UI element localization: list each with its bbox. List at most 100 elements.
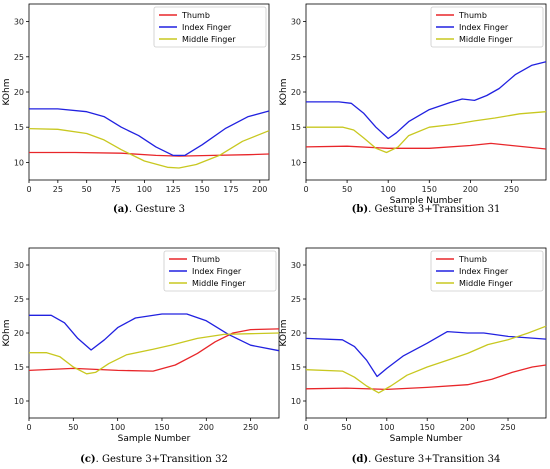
y-axis-label: KOhm [279,79,289,106]
chart-panel-3: 10 15 20 25 30 0 50 100 150 200 250 KOhm Sample Numb… [2,247,280,465]
y-tick-label: 30 [14,261,24,270]
legend-box [430,250,544,292]
chart-panel-4: 10 15 20 25 30 0 50 100 150 200 250 KOhm Sample Numb… [279,247,547,465]
legend-entry: Thumb [191,255,220,264]
x-tick-label: 150 [154,423,169,432]
chart-panel-2: 10 15 20 25 30 0 50 100 150 200 250 KOhm Sample Numb… [279,3,547,215]
x-tick-label: 100 [110,423,125,432]
legend-box [430,6,544,48]
x-tick-label: 250 [504,185,519,194]
caption-letter: (a) [113,204,129,215]
series-line-index-finger [29,108,270,157]
x-tick-label: 150 [422,185,437,194]
caption-letter: (d) [352,454,368,465]
x-tick-label: 125 [166,185,181,194]
y-tick-label: 30 [14,18,24,27]
y-tick-label: 30 [291,18,301,27]
x-tick-label: 100 [381,185,396,194]
caption-letter: (c) [80,454,96,465]
caption-text: . Gesture 3+Transition 34 [368,454,500,465]
chart-panel-1: 10 15 20 25 30 0 25 50 75 100 125 150 175 200 KOhm Thum… [2,3,270,215]
legend-entry: Thumb [458,11,487,20]
x-tick-label: 150 [194,185,209,194]
x-axis-label: Sample Number [390,434,463,444]
legend-entry: Thumb [181,11,210,20]
x-tick-label: 25 [53,185,63,194]
x-tick-label: 250 [500,423,515,432]
y-tick-label: 20 [14,88,24,97]
x-tick-label: 175 [223,185,238,194]
x-tick-label: 50 [341,423,351,432]
y-tick-label: 25 [14,53,24,62]
x-tick-label: 150 [420,423,435,432]
y-tick-label: 15 [291,123,301,132]
series-line-middle-finger [28,127,270,169]
x-tick-label: 250 [243,423,258,432]
x-tick-label: 50 [342,185,352,194]
x-tick-label: 0 [26,423,31,432]
y-axis-label: KOhm [2,320,12,347]
series-line-index-finger [29,313,280,352]
y-tick-label: 25 [291,53,301,62]
legend-entry: Index Finger [459,267,509,276]
caption-text: . Gesture 3+Transition 31 [368,204,500,215]
x-tick-label: 0 [303,185,308,194]
y-tick-label: 25 [291,295,301,304]
x-tick-label: 75 [110,185,120,194]
y-tick-label: 15 [291,363,301,372]
x-tick-label: 50 [68,423,78,432]
x-tick-label: 100 [137,185,152,194]
x-tick-label: 200 [199,423,214,432]
panel-caption: (b). Gesture 3+Transition 31 [352,204,501,215]
y-axis-label: KOhm [279,320,289,347]
legend-entry: Middle Finger [459,35,513,44]
caption-letter: (b) [352,204,368,215]
legend-entry: Index Finger [192,267,242,276]
legend-entry: Middle Finger [192,279,246,288]
y-tick-label: 20 [14,329,24,338]
y-tick-label: 10 [291,158,301,167]
series-line-thumb [28,328,280,372]
y-tick-label: 25 [14,295,24,304]
legend-box [153,6,267,48]
series-line-index-finger [305,330,547,378]
x-tick-label: 50 [82,185,92,194]
y-tick-label: 15 [14,363,24,372]
series-line-middle-finger [306,111,547,154]
panel-caption: (a). Gesture 3 [113,204,185,215]
y-tick-label: 10 [14,158,24,167]
x-axis-label: Sample Number [390,196,463,206]
x-tick-label: 100 [379,423,394,432]
series-line-index-finger [306,61,547,140]
series-line-middle-finger [29,332,280,375]
series-line-middle-finger [305,325,547,394]
y-tick-label: 20 [291,88,301,97]
legend-entry: Middle Finger [459,279,513,288]
legend-entry: Index Finger [182,23,232,32]
caption-text: . Gesture 3 [129,204,185,215]
x-tick-label: 200 [252,185,267,194]
y-tick-label: 10 [291,397,301,406]
series-line-thumb [305,364,547,391]
panel-caption: (c). Gesture 3+Transition 32 [80,454,228,465]
y-tick-label: 10 [14,397,24,406]
panel-caption: (d). Gesture 3+Transition 34 [352,454,501,465]
caption-text: . Gesture 3+Transition 32 [96,454,228,465]
series-line-thumb [305,142,547,150]
y-tick-label: 15 [14,123,24,132]
x-tick-label: 200 [463,185,478,194]
x-tick-label: 0 [26,185,31,194]
series-line-thumb [29,151,270,157]
x-tick-label: 200 [460,423,475,432]
legend-entry: Thumb [458,255,487,264]
x-tick-label: 0 [303,423,308,432]
legend-entry: Index Finger [459,23,509,32]
y-axis-label: KOhm [2,79,12,106]
legend-entry: Middle Finger [182,35,236,44]
y-tick-label: 20 [291,329,301,338]
legend-box [163,250,277,292]
x-axis-label: Sample Number [118,434,191,444]
y-tick-label: 30 [291,261,301,270]
